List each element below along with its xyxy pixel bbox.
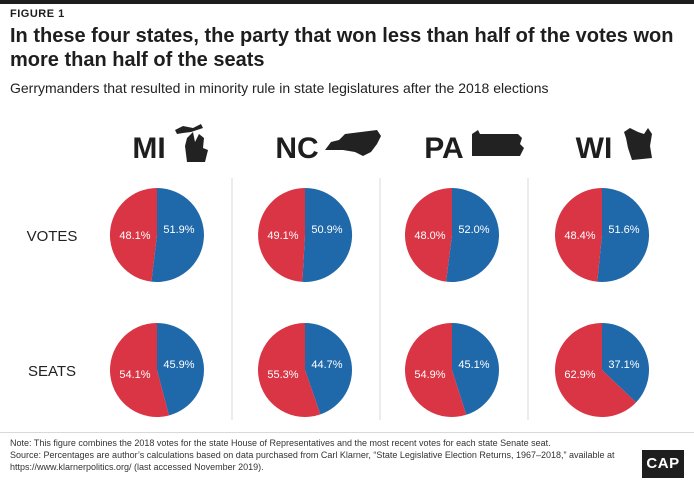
- pie-chart-grid: VOTES SEATS MI 51.9% 48.1% 45.9% 54.1% NC 50.9% 4…: [27, 124, 652, 420]
- data-label-blue-nc-votes: 50.9%: [311, 224, 342, 236]
- wisconsin-shape-icon: [624, 128, 652, 160]
- data-label-blue-mi-seats: 45.9%: [163, 359, 194, 371]
- row-label-votes: VOTES: [27, 228, 78, 245]
- michigan-shape-icon-part: [175, 124, 203, 134]
- data-label-blue-mi-votes: 51.9%: [163, 224, 194, 236]
- data-label-blue-pa-votes: 52.0%: [458, 224, 489, 236]
- pennsylvania-shape-icon-part: [472, 130, 524, 156]
- pie-slice-red-mi-seats: [109, 323, 169, 417]
- row-label-seats: SEATS: [28, 363, 76, 380]
- figure-label: FIGURE 1: [10, 8, 65, 20]
- pie-slice-red-mi-votes: [109, 187, 157, 282]
- data-label-red-wi-seats: 62.9%: [564, 369, 595, 381]
- wisconsin-shape-icon-part: [624, 128, 652, 160]
- pie-slice-blue-mi-votes: [151, 188, 204, 282]
- pie-slice-red-wi-seats: [555, 323, 637, 417]
- data-label-red-pa-votes: 48.0%: [414, 230, 445, 242]
- north-carolina-shape-icon: [325, 130, 381, 156]
- state-header-nc: NC: [275, 132, 318, 165]
- footnotes: Note: This figure combines the 2018 vote…: [10, 437, 620, 473]
- pie-slice-blue-wi-votes: [597, 188, 650, 282]
- pie-slice-red-pa-seats: [404, 323, 467, 417]
- data-label-blue-wi-seats: 37.1%: [608, 359, 639, 371]
- pennsylvania-shape-icon: [472, 130, 524, 156]
- chart-title: In these four states, the party that won…: [10, 25, 674, 71]
- top-rule: [0, 0, 694, 4]
- michigan-shape-icon: [175, 124, 208, 162]
- data-label-red-wi-votes: 48.4%: [564, 230, 595, 242]
- pie-slice-blue-mi-seats: [157, 323, 204, 416]
- pie-slice-red-pa-votes: [404, 188, 452, 282]
- pie-slice-blue-nc-seats: [305, 323, 353, 415]
- pie-slice-blue-pa-seats: [452, 323, 499, 415]
- north-carolina-shape-icon-part: [325, 130, 381, 156]
- data-label-red-nc-votes: 49.1%: [267, 230, 298, 242]
- source-url-line: https://www.klarnerpolitics.org/ (last a…: [10, 462, 264, 472]
- cap-logo: CAP: [642, 450, 684, 478]
- data-label-red-nc-seats: 55.3%: [267, 369, 298, 381]
- data-label-red-mi-seats: 54.1%: [119, 369, 150, 381]
- pie-slice-blue-wi-seats: [602, 323, 650, 403]
- pie-slice-red-wi-votes: [555, 188, 602, 282]
- data-label-blue-pa-seats: 45.1%: [458, 359, 489, 371]
- data-label-blue-nc-seats: 44.7%: [311, 359, 342, 371]
- data-label-red-pa-seats: 54.9%: [414, 369, 445, 381]
- pie-slice-blue-nc-votes: [302, 187, 353, 282]
- pie-slice-blue-pa-votes: [446, 188, 499, 282]
- pie-slice-red-nc-votes: [258, 188, 305, 282]
- footer-rule: [0, 432, 694, 433]
- data-label-blue-wi-votes: 51.6%: [608, 224, 639, 236]
- michigan-shape-icon-part: [185, 132, 208, 162]
- source-line: Source: Percentages are author’s calcula…: [10, 450, 615, 460]
- state-header-pa: PA: [424, 132, 463, 165]
- pie-slice-red-nc-seats: [258, 323, 321, 417]
- state-header-wi: WI: [576, 132, 613, 165]
- state-header-mi: MI: [132, 132, 165, 165]
- data-label-red-mi-votes: 48.1%: [119, 230, 150, 242]
- chart-subtitle: Gerrymanders that resulted in minority r…: [10, 80, 549, 96]
- note-line: Note: This figure combines the 2018 vote…: [10, 438, 551, 448]
